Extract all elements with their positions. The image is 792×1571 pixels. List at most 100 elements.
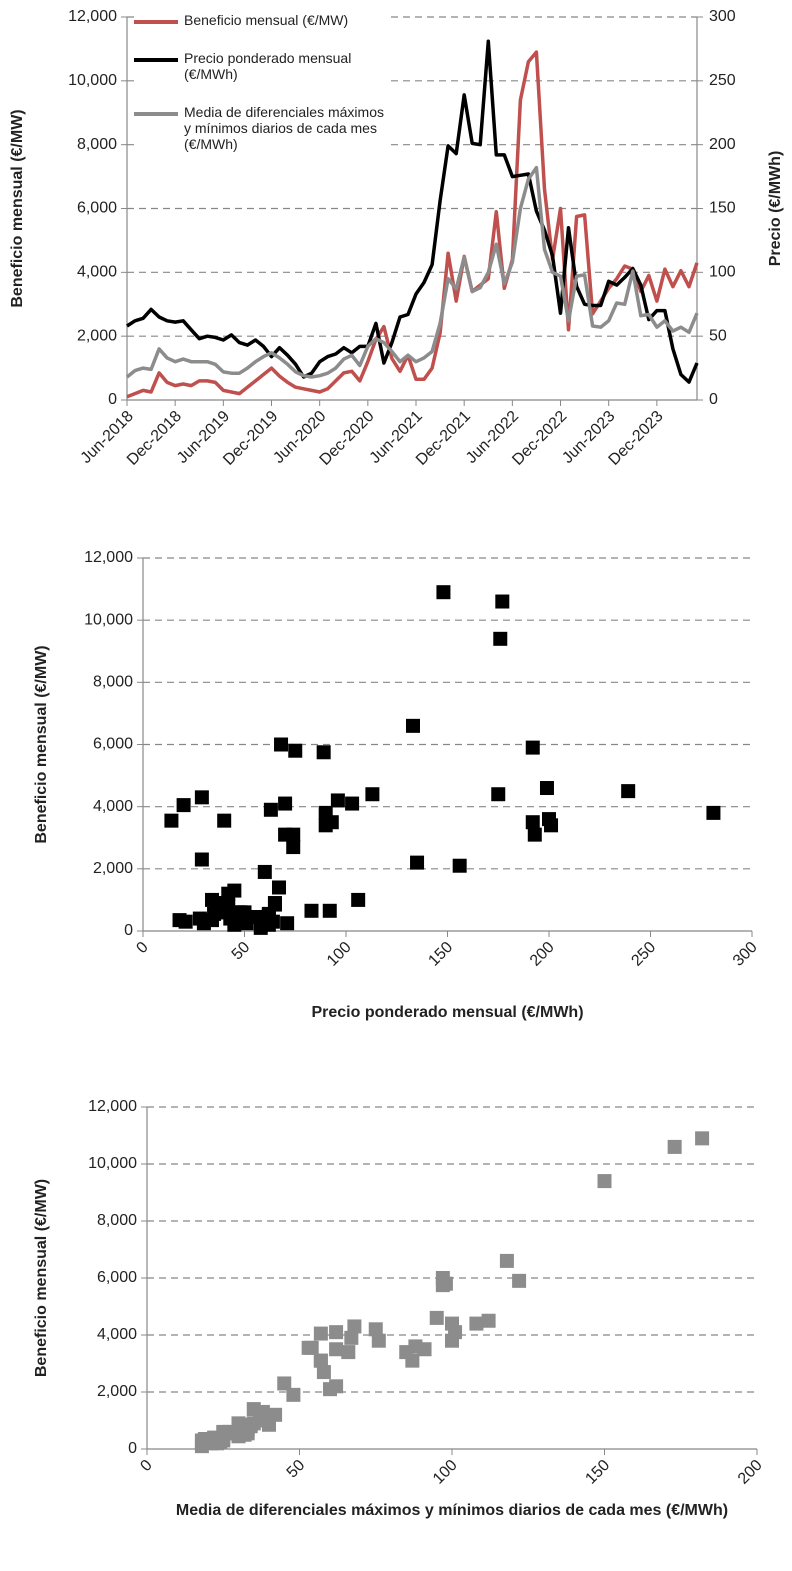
scatter-point (429, 1310, 444, 1325)
scatter-point (301, 1340, 316, 1355)
legend-swatch (134, 20, 178, 24)
scatter-point (491, 787, 506, 802)
y-tick-label: 12,000 (84, 549, 133, 566)
scatter-point (706, 805, 721, 820)
y-tick-label: 2,000 (97, 1383, 137, 1400)
y-tick-label: 2,000 (77, 327, 117, 344)
scatter-point (405, 718, 420, 733)
x-tick-label: 150 (582, 1457, 613, 1488)
y-tick-label: 0 (124, 922, 133, 939)
scatter-point (329, 1325, 344, 1340)
scatter-point (304, 903, 319, 918)
scatter-point (227, 883, 242, 898)
scatter-point (268, 1407, 283, 1422)
scatter-point (280, 916, 295, 931)
scatter-point (417, 1342, 432, 1357)
scatter-point (322, 903, 337, 918)
x-axis-title: Media de diferenciales máximos y mínimos… (175, 1502, 729, 1519)
y2-tick-label: 50 (709, 327, 727, 344)
scatter-point (525, 815, 540, 830)
y2-tick-label: 250 (709, 72, 736, 89)
scatter-point (341, 1345, 356, 1360)
y-tick-label: 8,000 (97, 1212, 137, 1229)
legend-entry: Precio ponderado mensual (€/MWh) (134, 50, 386, 82)
scatter-point (365, 787, 380, 802)
scatter-point (344, 1330, 359, 1345)
y-tick-label: 4,000 (93, 798, 133, 815)
scatter-point (499, 1253, 514, 1268)
scatter-point (176, 798, 191, 813)
scatter-point (204, 1432, 219, 1447)
scatter-point (164, 813, 179, 828)
scatter-point (316, 1365, 331, 1380)
y-tick-label: 10,000 (68, 72, 117, 89)
scatter-point (347, 1319, 362, 1334)
scatter-point (621, 784, 636, 799)
scatter-point (329, 1342, 344, 1357)
x-tick-label: 50 (229, 939, 254, 964)
x-tick-label: 0 (137, 1457, 155, 1475)
scatter-point (278, 827, 293, 842)
y-tick-label: 8,000 (77, 136, 117, 153)
scatter-point (272, 880, 287, 895)
x-tick-label: 100 (430, 1457, 461, 1488)
scatter-point (542, 812, 556, 827)
scatter-point (278, 796, 293, 811)
legend: Beneficio mensual (€/MW) Precio ponderado… (134, 12, 386, 174)
scatter-point (368, 1322, 383, 1337)
scatter-point (217, 813, 232, 828)
y-tick-label: 12,000 (88, 1098, 137, 1115)
y-tick-label: 6,000 (77, 200, 117, 217)
scatter-point (178, 914, 193, 929)
scatter-point (261, 908, 276, 923)
scatter-point (239, 916, 254, 931)
y-tick-label: 8,000 (93, 674, 133, 691)
x-axis-title: Precio ponderado mensual (€/MWh) (311, 1004, 584, 1021)
x-tick-label: 0 (133, 939, 151, 957)
y2-axis-title: Precio (€/MWh) (767, 151, 784, 267)
scatter-point (438, 1276, 453, 1291)
x-tick-label: 50 (284, 1457, 309, 1482)
scatter-point (257, 864, 272, 879)
y-tick-label: 2,000 (93, 860, 133, 877)
scatter-point (316, 745, 331, 760)
y-tick-label: 10,000 (88, 1155, 137, 1172)
x-tick-label: 150 (425, 939, 456, 970)
y-tick-label: 0 (128, 1440, 137, 1457)
legend-entry: Beneficio mensual (€/MW) (134, 12, 386, 28)
legend-entry: Media de diferenciales máximos y mínimos… (134, 104, 386, 152)
scatter-point (351, 892, 366, 907)
y-axis-title: Beneficio mensual (€/MW) (9, 109, 26, 307)
scatter-point (481, 1313, 496, 1328)
y-tick-label: 4,000 (97, 1326, 137, 1343)
legend-label: Precio ponderado mensual (€/MWh) (184, 50, 352, 82)
y-tick-label: 6,000 (93, 736, 133, 753)
scatter-point (194, 790, 209, 805)
x-tick-label: 300 (730, 939, 761, 970)
scatter-point (318, 818, 333, 833)
scatter-point (695, 1131, 710, 1146)
y2-tick-label: 150 (709, 200, 736, 217)
scatter-point (452, 858, 467, 873)
scatter-point (318, 805, 333, 820)
legend-swatch (134, 58, 178, 62)
scatter-point (263, 802, 278, 817)
scatter-point (525, 740, 540, 755)
legend-swatch (134, 112, 178, 116)
y2-tick-label: 200 (709, 136, 736, 153)
scatter-point (221, 905, 236, 920)
scatter-point (330, 793, 345, 808)
x-tick-label: 200 (735, 1457, 766, 1488)
scatter-point (277, 1376, 292, 1391)
scatter-point (288, 743, 303, 758)
scatter-point (512, 1273, 527, 1288)
scatter-point (527, 827, 542, 842)
series-line (126, 39, 699, 384)
x-tick-label: 200 (527, 939, 558, 970)
y-tick-label: 4,000 (77, 264, 117, 281)
x-tick-label: 100 (324, 939, 355, 970)
y2-tick-label: 0 (709, 391, 718, 408)
y-axis-title: Beneficio mensual (€/MW) (33, 1179, 50, 1377)
